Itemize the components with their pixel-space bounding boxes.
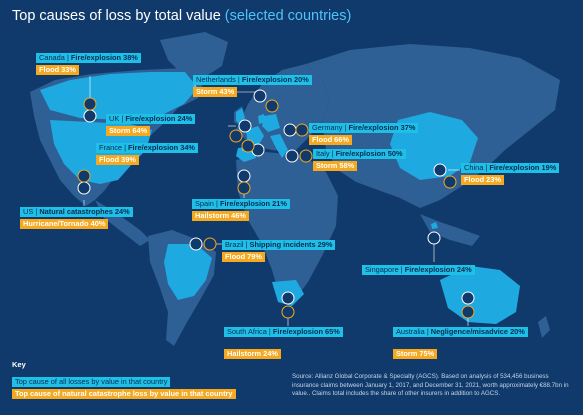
us-hurricane-icon	[77, 181, 91, 195]
key-blue-label: Top cause of all losses by value in that…	[12, 377, 171, 387]
us-cause: Natural catastrophes 24%	[39, 207, 130, 216]
southeast-asia-islands	[420, 214, 480, 246]
us-name: US	[23, 207, 34, 216]
australia-shape	[440, 266, 520, 324]
italy-cause: Fire/explosion 50%	[335, 149, 403, 158]
uk-natcat-label: Storm 64%	[106, 126, 151, 136]
netherlands-natcat-label: Storm 43%	[193, 87, 238, 97]
greenland-landmass	[160, 32, 228, 80]
italy-natcat-label: Storm 58%	[313, 161, 358, 171]
south-africa-hail-icon	[281, 305, 295, 319]
germany-name: Germany	[312, 123, 343, 132]
africa-landmass	[236, 152, 338, 304]
page-title: Top causes of loss by total value (selec…	[12, 8, 351, 24]
canada-natcat-label: Flood 33%	[36, 65, 79, 75]
australia-negligence-icon	[461, 291, 475, 305]
france-name: France	[99, 143, 123, 152]
spain-cause-label: Spain | Fire/explosion 21%	[192, 199, 290, 209]
key-title: Key	[12, 360, 26, 369]
uk-storm-icon	[229, 129, 243, 143]
china-fire-icon	[433, 163, 447, 177]
spain-natcat-label: Hailstorm 46%	[192, 211, 249, 221]
singapore-cause: Fire/explosion 24%	[404, 265, 472, 274]
source-note: Source: Allianz Global Corporate & Speci…	[292, 373, 569, 398]
canada-name: Canada	[39, 53, 65, 62]
south-africa-natcat-label: Hailstorm 24%	[224, 349, 281, 359]
brazil-cause: Shipping incidents 29%	[249, 240, 333, 249]
italy-name: Italy	[316, 149, 330, 158]
brazil-name: Brazil	[225, 240, 244, 249]
australia-cause-label: Australia | Negligence/misadvice 20%	[393, 327, 528, 337]
spain-cause: Fire/explosion 21%	[219, 199, 287, 208]
south-africa-cause-label: South Africa | Fire/explosion 65%	[224, 327, 343, 337]
brazil-cause-label: Brazil | Shipping incidents 29%	[222, 240, 336, 250]
china-cause: Fire/explosion 19%	[489, 163, 557, 172]
china-flood-icon	[443, 175, 457, 189]
brazil-flood-icon	[203, 237, 217, 251]
singapore-fire-icon	[427, 231, 441, 245]
italy-fire-icon	[285, 149, 299, 163]
china-name: China	[464, 163, 484, 172]
canada-fire-icon	[83, 109, 97, 123]
us-natcat-label: Hurricane/Tornado 40%	[20, 219, 109, 229]
australia-cause: Negligence/misadvice 20%	[430, 327, 525, 336]
italy-cause-label: Italy | Fire/explosion 50%	[313, 149, 406, 159]
australia-storm-icon	[461, 305, 475, 319]
uk-cause: Fire/explosion 24%	[125, 114, 193, 123]
spain-hail-icon	[237, 181, 251, 195]
france-cause: Fire/explosion 34%	[128, 143, 195, 152]
china-natcat-label: Flood 23%	[461, 175, 504, 185]
south-africa-name: South Africa	[227, 327, 267, 336]
china-cause-label: China | Fire/explosion 19%	[461, 163, 560, 173]
canada-cause: Fire/explosion 38%	[70, 53, 138, 62]
france-cause-label: France | Fire/explosion 34%	[96, 143, 198, 153]
germany-flood-icon	[295, 123, 309, 137]
singapore-cause-label: Singapore | Fire/explosion 24%	[362, 265, 475, 275]
germany-shape	[262, 114, 280, 132]
germany-cause-label: Germany | Fire/explosion 37%	[309, 123, 419, 133]
australia-natcat-label: Storm 75%	[393, 349, 438, 359]
south-africa-fire-icon	[281, 291, 295, 305]
uk-fire-icon	[238, 119, 252, 133]
south-africa-cause: Fire/explosion 65%	[272, 327, 340, 336]
key-orange-label: Top cause of natural catastrophe loss by…	[12, 389, 236, 399]
italy-storm-icon	[299, 149, 313, 163]
brazil-shape	[164, 244, 212, 300]
germany-cause: Fire/explosion 37%	[348, 123, 416, 132]
canada-cause-label: Canada | Fire/explosion 38%	[36, 53, 141, 63]
new-zealand-island	[538, 316, 550, 338]
netherlands-name: Netherlands	[196, 75, 236, 84]
us-cause-label: US | Natural catastrophes 24%	[20, 207, 133, 217]
germany-fire-icon	[283, 123, 297, 137]
brazil-ship-icon	[189, 237, 203, 251]
spain-name: Spain	[195, 199, 214, 208]
netherlands-cause-label: Netherlands | Fire/explosion 20%	[193, 75, 312, 85]
brazil-natcat-label: Flood 79%	[222, 252, 265, 262]
uk-name: UK	[109, 114, 120, 123]
singapore-shape	[431, 222, 438, 229]
netherlands-cause: Fire/explosion 20%	[241, 75, 309, 84]
netherlands-fire-icon	[253, 89, 267, 103]
france-natcat-label: Flood 39%	[96, 155, 139, 165]
france-flood-icon	[241, 139, 255, 153]
spain-fire-icon	[237, 169, 251, 183]
title-main: Top causes of loss by total value	[12, 8, 221, 24]
canada-shape	[40, 72, 198, 120]
netherlands-storm-icon	[265, 99, 279, 113]
us-storm-icon	[77, 169, 91, 183]
italy-shape	[270, 134, 288, 158]
singapore-name: Singapore	[365, 265, 399, 274]
title-accent: (selected countries)	[224, 8, 352, 24]
australia-name: Australia	[396, 327, 425, 336]
germany-natcat-label: Flood 66%	[309, 135, 352, 145]
uk-cause-label: UK | Fire/explosion 24%	[106, 114, 196, 124]
canada-flood-icon	[83, 97, 97, 111]
